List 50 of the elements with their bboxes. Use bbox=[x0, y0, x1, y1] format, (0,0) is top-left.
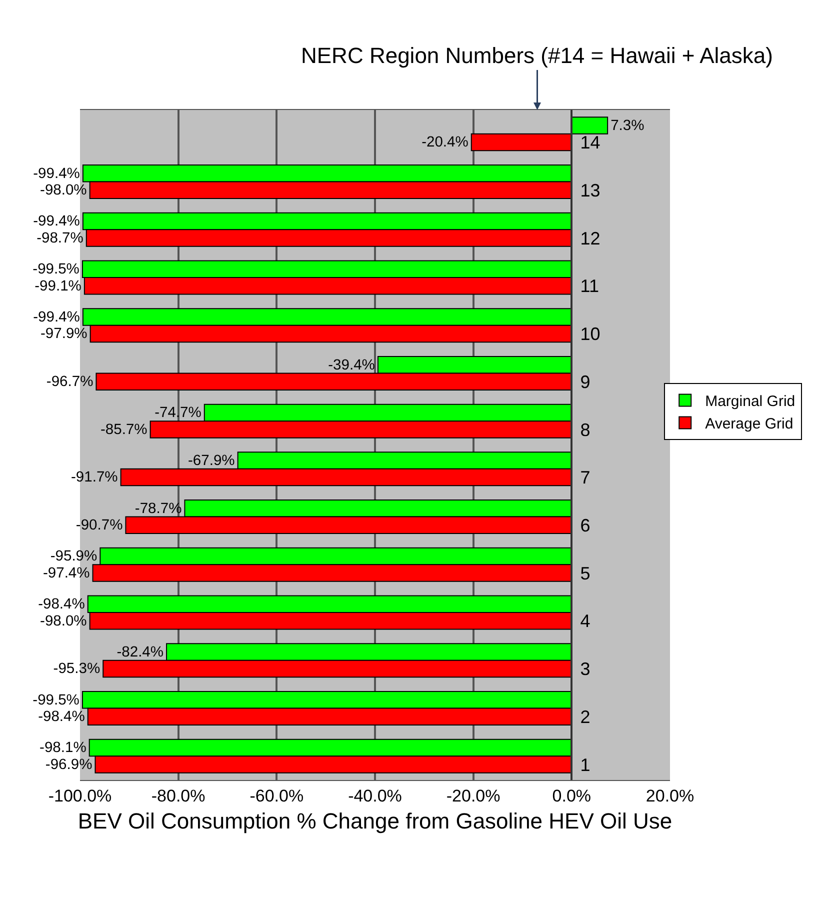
legend-label: Marginal Grid bbox=[705, 393, 796, 410]
y-tick-label: 6 bbox=[580, 515, 590, 536]
data-label: -98.0% bbox=[40, 613, 87, 630]
data-label: -90.7% bbox=[76, 518, 123, 534]
data-label: -97.9% bbox=[40, 326, 88, 342]
x-tick-label: 20.0% bbox=[646, 786, 694, 806]
data-label: -91.7% bbox=[70, 470, 118, 486]
legend-label: Average Grid bbox=[705, 416, 794, 433]
data-label: -99.4% bbox=[33, 214, 80, 230]
y-tick-label: 11 bbox=[580, 276, 599, 296]
data-label: -96.7% bbox=[46, 374, 94, 390]
y-tick-label: 13 bbox=[580, 180, 600, 200]
data-label: -96.9% bbox=[45, 756, 92, 773]
data-label: -98.7% bbox=[36, 230, 84, 246]
data-label: -99.5% bbox=[32, 262, 80, 278]
y-tick-label: 5 bbox=[580, 563, 590, 584]
data-label: -99.4% bbox=[33, 309, 80, 326]
data-label: -98.4% bbox=[38, 596, 85, 613]
y-tick-label: 12 bbox=[580, 228, 600, 248]
y-tick-label: 2 bbox=[580, 706, 590, 727]
data-label: -95.3% bbox=[53, 661, 100, 678]
y-tick-label: 1 bbox=[580, 754, 590, 775]
data-label: -98.1% bbox=[40, 740, 86, 756]
data-label: 7.3% bbox=[610, 118, 644, 134]
data-label: -82.4% bbox=[116, 644, 164, 660]
x-tick-label: -40.0% bbox=[348, 786, 402, 806]
data-label: -99.5% bbox=[32, 692, 80, 708]
data-label: -20.4% bbox=[422, 134, 468, 151]
y-tick-label: 8 bbox=[580, 420, 590, 440]
x-tick-label: -100.0% bbox=[48, 786, 112, 806]
x-axis-title: BEV Oil Consumption % Change from Gasoline HEV Oil Use bbox=[78, 808, 672, 834]
data-label: -98.0% bbox=[40, 182, 87, 199]
y-axis-title: NERC Region Numbers (#14 = Hawaii + Alaska) bbox=[301, 43, 773, 68]
y-tick-label: 3 bbox=[580, 659, 590, 680]
x-tick-label: -60.0% bbox=[250, 786, 304, 806]
data-label: -67.9% bbox=[188, 452, 235, 469]
y-tick-label: 10 bbox=[580, 324, 600, 344]
y-tick-label: 7 bbox=[580, 468, 590, 488]
data-label: -95.9% bbox=[50, 548, 98, 565]
data-label: -97.4% bbox=[42, 565, 90, 582]
y-tick-label: 9 bbox=[580, 372, 590, 392]
data-label: -85.7% bbox=[100, 422, 148, 438]
data-label: -98.4% bbox=[38, 709, 85, 726]
x-tick-label: -80.0% bbox=[151, 786, 206, 806]
y-tick-label: 14 bbox=[580, 132, 600, 153]
x-tick-label: -20.0% bbox=[446, 786, 500, 806]
x-tick-label: 0.0% bbox=[552, 786, 592, 806]
y-tick-label: 4 bbox=[580, 611, 590, 632]
data-label: -99.4% bbox=[33, 166, 80, 182]
data-label: -99.1% bbox=[34, 278, 82, 294]
